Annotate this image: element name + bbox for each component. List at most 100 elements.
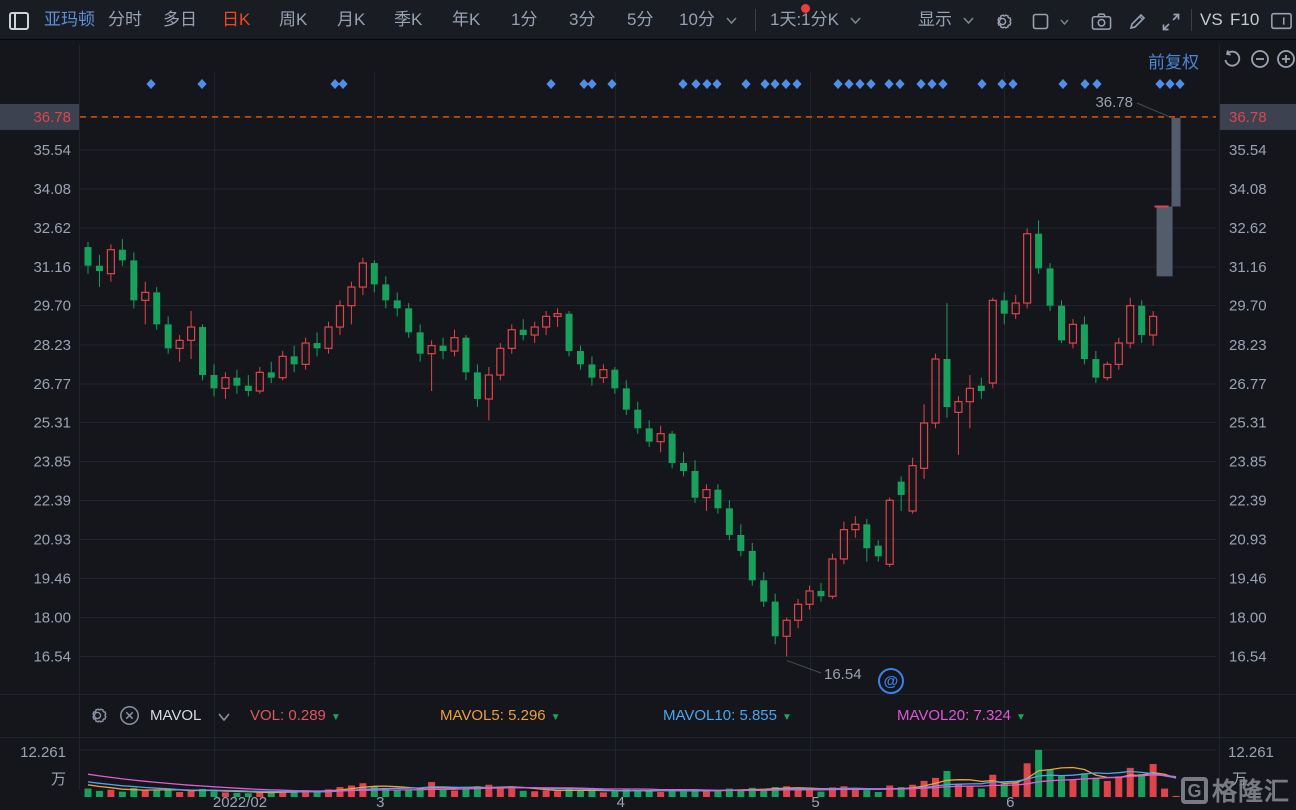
panel-right-icon[interactable] (1270, 0, 1292, 40)
volume-axis-max-left: 12.261 (20, 744, 66, 761)
svg-text:16.54: 16.54 (33, 649, 71, 666)
svg-text:36.78: 36.78 (33, 109, 71, 126)
svg-text:18.00: 18.00 (33, 610, 71, 627)
draw-pencil-icon[interactable] (1128, 1, 1147, 41)
toolbar-separator (755, 9, 756, 31)
tab-3min[interactable]: 3分 (569, 10, 596, 29)
composite-period-dropdown[interactable]: 1天:1分K (770, 0, 861, 40)
svg-text:32.62: 32.62 (33, 220, 71, 237)
svg-text:29.70: 29.70 (1229, 298, 1267, 315)
symbol-title[interactable]: 亚玛顿 (44, 10, 95, 29)
chevron-down-icon (963, 0, 974, 40)
camera-icon[interactable] (1091, 1, 1112, 41)
event-markers[interactable] (146, 79, 1185, 89)
svg-text:20.93: 20.93 (33, 532, 71, 549)
svg-text:18.00: 18.00 (1229, 610, 1267, 627)
svg-text:4: 4 (617, 794, 625, 810)
price-annotations: 36.78 16.54 (786, 94, 1171, 683)
trend-down-icon: ▼ (1015, 712, 1026, 723)
svg-text:32.62: 32.62 (1229, 220, 1267, 237)
svg-text:34.08: 34.08 (1229, 181, 1267, 198)
gelonghui-watermark: G 格隆汇 (1180, 772, 1290, 808)
tab-5min[interactable]: 5分 (627, 10, 654, 29)
tab-year-k[interactable]: 年K (452, 10, 481, 29)
price-axis-labels: 36.78 36.78 35.54 35.54 34.08 34.08 32.62 32.62… (33, 109, 1266, 666)
vol-value: VOL: 0.289 ▼ (250, 707, 341, 724)
tab-month-k[interactable]: 月K (337, 10, 366, 29)
display-dropdown[interactable]: 显示 (918, 0, 974, 40)
f10-button[interactable]: F10 (1230, 10, 1260, 29)
zoom-out-icon[interactable] (1250, 49, 1270, 74)
chevron-down-icon (850, 0, 861, 40)
svg-text:28.23: 28.23 (1229, 337, 1267, 354)
toolbar: 亚玛顿 分时 多日 日K 周K 月K 季K 年K 1分 3分 5分 10分 1天… (0, 0, 1296, 40)
price-adjust-button[interactable]: 前复权 (1148, 53, 1199, 72)
candles (84, 118, 1181, 657)
svg-text:16.54: 16.54 (824, 666, 862, 683)
svg-text:28.23: 28.23 (33, 337, 71, 354)
svg-text:19.46: 19.46 (33, 571, 71, 588)
indicator-name: MAVOL (150, 707, 202, 724)
indicator-dropdown-chevron[interactable] (218, 695, 230, 738)
indicator-settings-icon[interactable] (87, 705, 108, 730)
svg-text:36.78: 36.78 (1095, 94, 1133, 111)
volume-axis-unit-right: 万 (1232, 771, 1248, 788)
svg-text:19.46: 19.46 (1229, 571, 1267, 588)
gridlines (0, 45, 1296, 790)
trend-down-icon: ▼ (550, 712, 561, 723)
svg-text:36.78: 36.78 (1229, 109, 1267, 126)
tab-multi-day[interactable]: 多日 (163, 10, 197, 29)
svg-text:23.85: 23.85 (33, 454, 71, 471)
svg-text:25.31: 25.31 (1229, 415, 1267, 432)
mavol20-line (87, 773, 1177, 792)
gelonghui-logo-icon: G (1180, 776, 1208, 804)
svg-text:5: 5 (811, 794, 819, 810)
svg-text:29.70: 29.70 (33, 298, 71, 315)
mavol10-value: MAVOL10: 5.855 ▼ (663, 707, 792, 724)
panel-left-icon[interactable] (8, 0, 30, 40)
chevron-down-icon (1060, 1, 1069, 41)
svg-text:31.16: 31.16 (33, 259, 71, 276)
tab-day-k[interactable]: 日K (222, 10, 251, 29)
zoom-in-icon[interactable] (1276, 49, 1296, 74)
svg-text:23.85: 23.85 (1229, 454, 1267, 471)
volume-axis-unit-left: 万 (50, 771, 66, 788)
svg-text:3: 3 (376, 794, 384, 810)
svg-text:31.16: 31.16 (1229, 259, 1267, 276)
settings-gear-icon[interactable] (992, 1, 1013, 41)
fullscreen-icon[interactable] (1161, 1, 1181, 41)
svg-text:26.77: 26.77 (1229, 376, 1267, 393)
svg-text:2022/02: 2022/02 (213, 794, 267, 810)
svg-text:34.08: 34.08 (33, 181, 71, 198)
svg-text:16.54: 16.54 (1229, 649, 1267, 666)
tab-1min[interactable]: 1分 (511, 10, 538, 29)
volume-axis-max-right: 12.261 (1228, 744, 1274, 761)
svg-text:26.77: 26.77 (33, 376, 71, 393)
chart-style-dropdown[interactable] (1032, 1, 1069, 41)
trend-down-icon: ▼ (330, 712, 341, 723)
trend-down-icon: ▼ (781, 712, 792, 723)
undo-icon[interactable] (1222, 49, 1242, 74)
svg-text:35.54: 35.54 (1229, 142, 1267, 159)
vs-button[interactable]: VS (1200, 10, 1223, 29)
mavol10-line (87, 770, 1177, 793)
tab-timeshare[interactable]: 分时 (108, 10, 142, 29)
svg-text:25.31: 25.31 (33, 415, 71, 432)
tab-week-k[interactable]: 周K (279, 10, 308, 29)
svg-text:20.93: 20.93 (1229, 532, 1267, 549)
svg-text:22.39: 22.39 (33, 493, 71, 510)
svg-text:22.39: 22.39 (1229, 493, 1267, 510)
mavol20-value: MAVOL20: 7.324 ▼ (897, 707, 1026, 724)
indicator-close-icon[interactable] (119, 705, 140, 730)
chevron-down-icon (726, 0, 737, 40)
volume-indicator-header: MAVOL VOL: 0.289 ▼ MAVOL5: 5.296 ▼ MAVOL10… (0, 694, 1296, 737)
svg-text:35.54: 35.54 (33, 142, 71, 159)
toolbar-separator (1191, 9, 1192, 31)
notification-dot (801, 4, 810, 13)
at-badge-icon: @ (878, 668, 904, 694)
tab-quarter-k[interactable]: 季K (394, 10, 423, 29)
mavol5-value: MAVOL5: 5.296 ▼ (440, 707, 561, 724)
tab-10min-dropdown[interactable]: 10分 (679, 0, 737, 40)
svg-text:6: 6 (1006, 794, 1014, 810)
